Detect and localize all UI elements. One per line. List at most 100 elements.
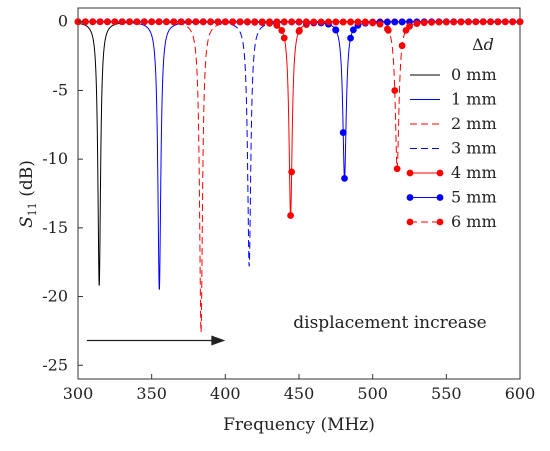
legend-label: 3 mm <box>451 139 497 158</box>
series-marker-6-mm <box>465 18 472 26</box>
series-marker-6-mm <box>251 18 259 26</box>
legend-marker <box>406 218 414 226</box>
series-marker-6-mm <box>177 18 185 26</box>
series-marker-6-mm <box>501 18 509 26</box>
series-marker-6-mm <box>413 20 421 27</box>
series-marker-6-mm <box>361 19 369 26</box>
series-marker-6-mm <box>472 18 480 26</box>
x-tick-label: 400 <box>210 384 241 403</box>
x-tick-label: 550 <box>431 384 462 403</box>
legend-label: 6 mm <box>451 212 497 231</box>
legend-title: Δd <box>472 35 494 54</box>
tick-layer: 300 350 400 450 500 550 600 0 -5 -10 -15 -20 -25 <box>42 12 535 403</box>
series-marker-6-mm <box>185 18 192 26</box>
series-marker-6-mm <box>111 18 119 26</box>
series-marker-6-mm <box>494 18 502 26</box>
series-marker-4-mm <box>296 27 303 34</box>
series-marker-5-mm <box>341 174 348 182</box>
series-marker-4-mm <box>288 168 296 176</box>
series-marker-6-mm <box>479 18 487 26</box>
series-marker-6-mm <box>516 18 524 26</box>
marker-layer <box>74 18 524 219</box>
series-marker-6-mm <box>221 18 229 26</box>
legend-marker <box>436 218 444 226</box>
series-marker-6-mm <box>354 18 362 26</box>
y-tick-label: -20 <box>42 287 68 306</box>
series-marker-6-mm <box>325 18 332 26</box>
series-marker-6-mm <box>81 18 89 26</box>
annotation-text: displacement increase <box>293 313 486 333</box>
series-marker-6-mm <box>258 18 266 26</box>
series-marker-5-mm <box>349 26 357 34</box>
annotation-arrow <box>86 335 226 346</box>
legend-title-main: Δ <box>472 35 484 54</box>
series-marker-6-mm <box>163 18 170 26</box>
legend-marker <box>406 169 414 177</box>
series-marker-6-mm <box>126 18 133 26</box>
legend-label: 2 mm <box>451 114 497 133</box>
series-marker-6-mm <box>457 18 465 26</box>
series-marker-6-mm <box>487 18 494 26</box>
x-tick-label: 350 <box>136 384 167 403</box>
series-marker-6-mm <box>229 18 237 26</box>
x-tick-label: 500 <box>357 384 388 403</box>
series-marker-6-mm <box>332 18 340 26</box>
series-marker-4-mm <box>280 34 288 42</box>
y-axis-title-sub: 11 <box>26 202 39 216</box>
series-marker-6-mm <box>89 18 97 26</box>
series-marker-5-mm <box>339 129 347 136</box>
legend-label: 4 mm <box>451 163 497 182</box>
y-axis-title-unit: (dB) <box>17 160 37 202</box>
series-marker-6-mm <box>369 19 377 27</box>
series-marker-6-mm <box>273 18 281 26</box>
series-marker-6-mm <box>420 19 428 27</box>
series-marker-5-mm <box>332 26 340 34</box>
series-marker-6-mm <box>402 26 410 34</box>
series-marker-6-mm <box>288 18 296 26</box>
series-marker-6-mm <box>509 18 517 26</box>
x-tick-label: 600 <box>505 384 536 403</box>
x-axis-title: Frequency (MHz) <box>223 415 375 435</box>
legend-items: 0 mm 1 mm 2 mm 3 mm 4 mm 5 mm 6 mm <box>406 65 497 231</box>
legend-marker <box>436 169 444 177</box>
series-marker-6-mm <box>391 87 399 94</box>
y-axis-title: S11 (dB) <box>17 160 39 228</box>
series-marker-6-mm <box>435 18 443 26</box>
y-tick-label: -10 <box>42 149 68 168</box>
series-marker-6-mm <box>199 18 207 26</box>
series-marker-6-mm <box>155 18 163 26</box>
series-marker-6-mm <box>442 18 450 26</box>
series-marker-6-mm <box>339 18 347 26</box>
series-marker-6-mm <box>398 42 406 50</box>
y-tick-label: -15 <box>42 218 68 237</box>
series-marker-4-mm <box>287 212 295 219</box>
y-tick-label: 0 <box>58 12 68 31</box>
legend-label: 5 mm <box>451 188 497 207</box>
legend: Δd 0 mm 1 mm 2 mm 3 mm 4 mm 5 mm 6 mm <box>406 35 497 231</box>
legend-label: 1 mm <box>451 90 497 109</box>
series-marker-6-mm <box>236 18 244 26</box>
series-marker-6-mm <box>148 18 156 26</box>
series-marker-5-mm <box>384 18 391 26</box>
series-marker-6-mm <box>133 18 141 26</box>
series-marker-6-mm <box>214 18 222 26</box>
series-marker-6-mm <box>207 18 215 26</box>
series-marker-6-mm <box>266 18 273 26</box>
series-marker-6-mm <box>302 18 310 26</box>
x-tick-label: 450 <box>284 384 315 403</box>
y-tick-label: -25 <box>42 355 68 374</box>
series-marker-6-mm <box>317 18 325 26</box>
legend-marker <box>436 194 444 201</box>
legend-marker <box>406 194 414 201</box>
y-axis-title-main: S <box>17 216 37 228</box>
series-marker-5-mm <box>398 18 406 26</box>
annotation-arrow-head <box>211 335 226 346</box>
legend-label: 0 mm <box>451 65 497 84</box>
series-marker-6-mm <box>244 18 251 26</box>
series-marker-6-mm <box>450 18 458 26</box>
series-marker-6-mm <box>118 18 126 26</box>
series-marker-6-mm <box>280 18 288 26</box>
series-marker-6-mm <box>393 165 401 173</box>
series-marker-5-mm <box>391 18 399 26</box>
